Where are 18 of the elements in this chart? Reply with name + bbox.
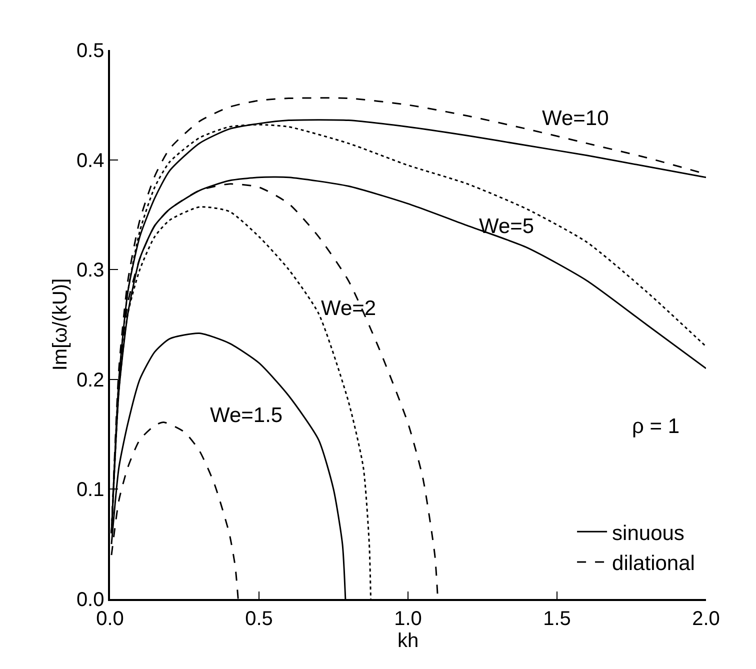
x-tick-label: 0.5 [245,608,273,630]
annotation: We=1.5 [210,404,283,427]
x-tick-label: 2.0 [692,608,720,630]
y-axis-title: Im[ω/(kU)] [49,278,72,371]
y-tick-label: 0.3 [76,260,104,282]
annotation: We=2 [321,297,376,320]
y-tick-label: 0.2 [76,369,104,392]
y-tick-label: 0.5 [76,40,104,62]
legend-label: dilational [612,552,695,576]
x-tick-label: 1.0 [394,608,422,630]
annotation: We=5 [479,215,534,238]
x-axis-title: kh [397,630,419,652]
x-tick-label: 1.5 [543,608,571,630]
annotation: We=10 [542,107,609,130]
y-tick-label: 0.4 [76,150,104,172]
y-tick-label: 0.1 [76,479,104,502]
annotation: ρ = 1 [632,415,680,438]
legend-label: sinuous [612,522,684,545]
